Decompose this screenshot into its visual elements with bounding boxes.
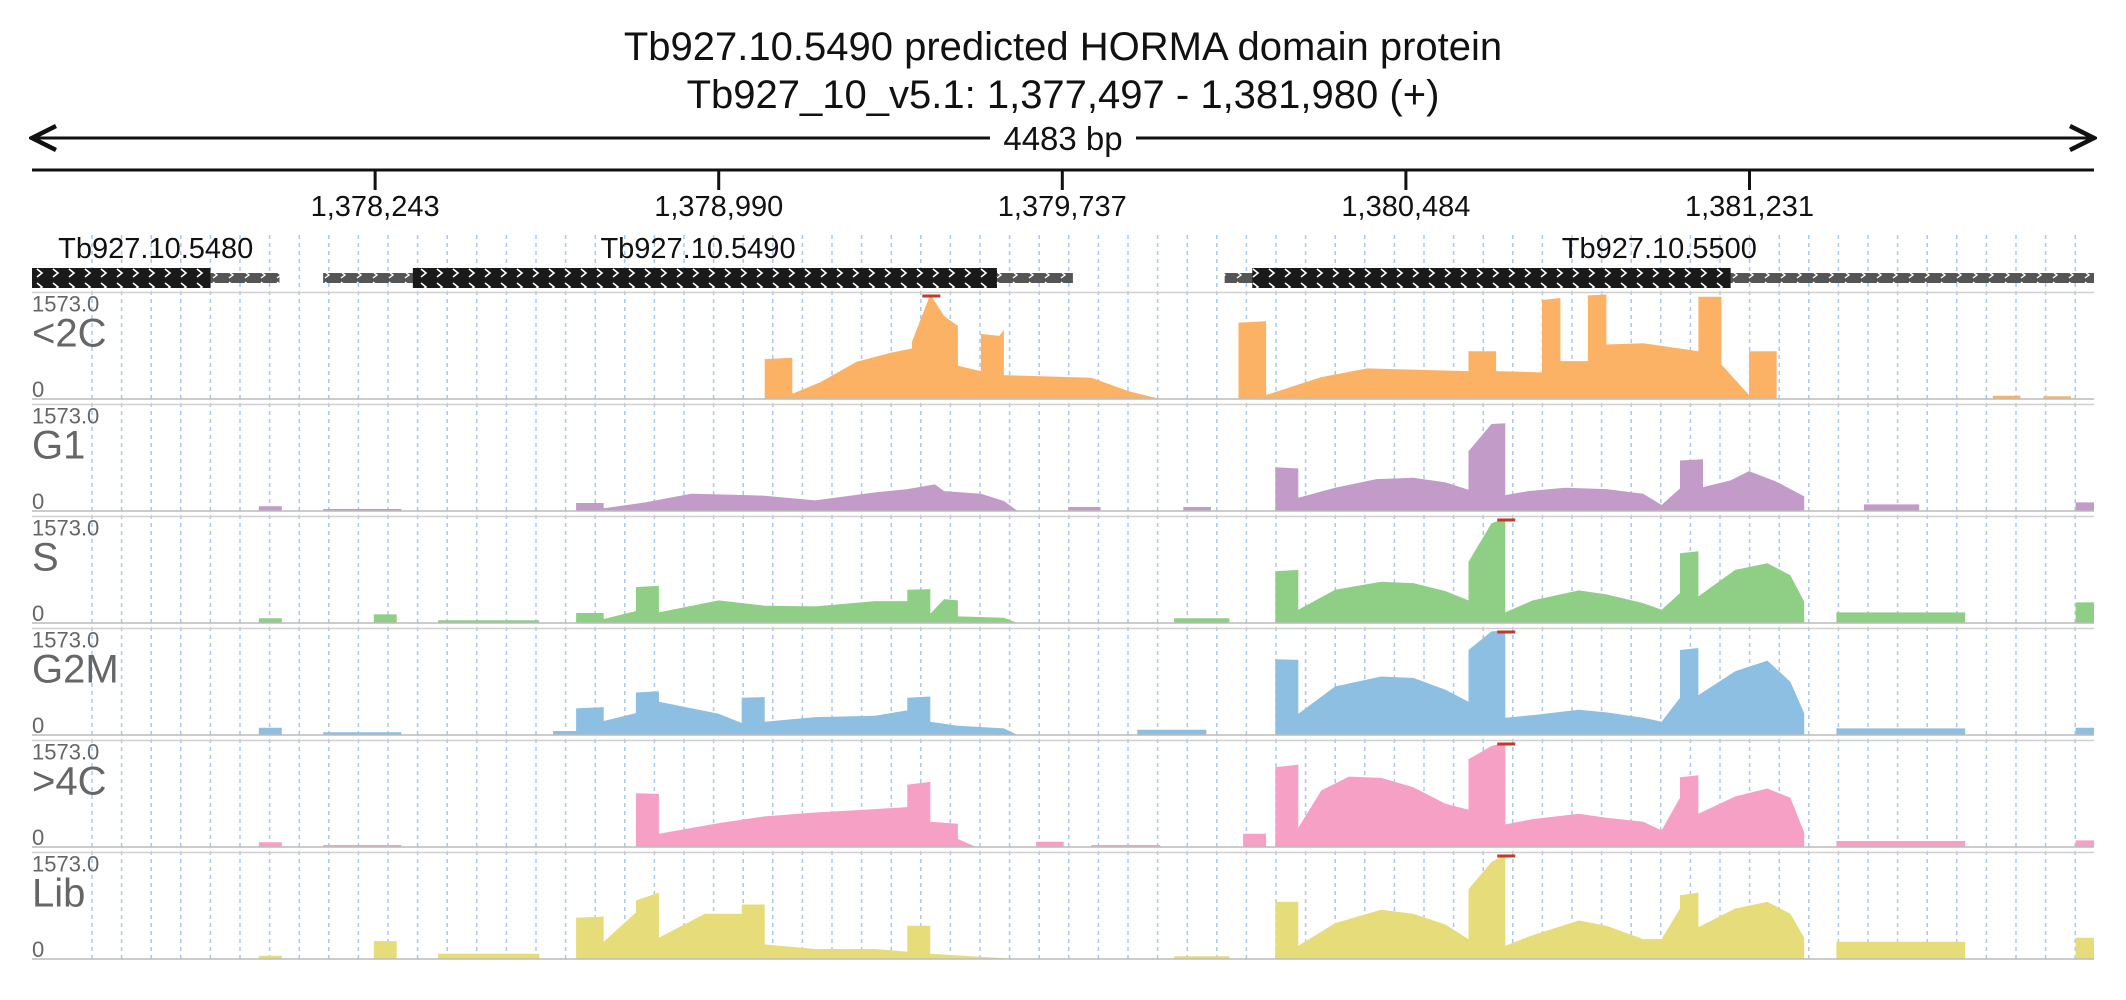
gene-model: Tb927.10.5490 [323,233,1073,288]
coverage-area [32,742,2094,847]
figure-title: Tb927.10.5490 predicted HORMA domain pro… [624,25,1502,69]
coverage-area [32,294,2094,399]
ruler-ticks: 1,378,243 1,378,990 1,379,737 1,380,484 1,38… [311,170,1814,223]
coverage-track: 1573.0 0 Lib [32,852,2094,962]
track-label: G2M [32,648,119,692]
ruler-tick-label: 1,379,737 [998,191,1127,223]
coverage-track: 1573.0 0 G1 [32,404,2094,514]
ruler-tick-label: 1,378,990 [654,191,783,223]
gene-model: Tb927.10.5500 [1224,233,2094,288]
gene-label: Tb927.10.5500 [1562,233,1757,265]
track-scale-max: 1573.0 [32,404,99,429]
track-label: Lib [32,872,85,916]
track-scale-max: 1573.0 [32,516,99,541]
track-scale-min: 0 [32,601,44,626]
gene-cds [32,268,211,288]
clipping-indicator [922,294,941,298]
coverage-track: 1573.0 0 <2C [32,292,2094,402]
gene-model: Tb927.10.5480 [32,233,280,288]
coverage-area [32,854,2094,959]
coverage-area [32,518,2094,623]
gene-label: Tb927.10.5480 [58,233,253,265]
track-label: S [32,536,59,580]
track-scale-max: 1573.0 [32,740,99,765]
coverage-track: 1573.0 0 S [32,516,2094,626]
clipping-indicator [1497,630,1516,634]
ruler-tick-label: 1,378,243 [311,191,440,223]
gene-track: Tb927.10.5480 Tb927.10.5490 Tb927.10.5500 [32,233,2094,288]
track-scale-max: 1573.0 [32,292,99,317]
clipping-indicator [1497,854,1516,858]
coverage-area [32,630,2094,735]
coverage-area [32,423,2094,511]
ruler-tick-label: 1,380,484 [1341,191,1470,223]
track-label: <2C [32,312,107,356]
track-scale-max: 1573.0 [32,852,99,877]
ruler-tick-label: 1,381,231 [1685,191,1814,223]
track-scale-min: 0 [32,377,44,402]
coverage-track: 1573.0 0 G2M [32,628,2094,738]
gene-label: Tb927.10.5490 [600,233,795,265]
gene-cds [412,268,997,288]
clipping-indicator [1497,742,1516,746]
span-label: 4483 bp [1003,120,1122,157]
track-scale-min: 0 [32,713,44,738]
track-scale-min: 0 [32,937,44,962]
span-indicator: 4483 bp [32,120,2094,157]
track-scale-min: 0 [32,489,44,514]
clipping-indicator [1497,518,1516,522]
track-label: >4C [32,760,107,804]
gene-cds [1252,268,1731,288]
coverage-track: 1573.0 0 >4C [32,740,2094,850]
track-scale-min: 0 [32,825,44,850]
track-label: G1 [32,424,85,468]
track-scale-max: 1573.0 [32,628,99,653]
coverage-tracks: 1573.00<2C1573.00G11573.00S1573.00G2M157… [32,292,2094,962]
figure-subtitle: Tb927_10_v5.1: 1,377,497 - 1,381,980 (+) [687,73,1440,117]
